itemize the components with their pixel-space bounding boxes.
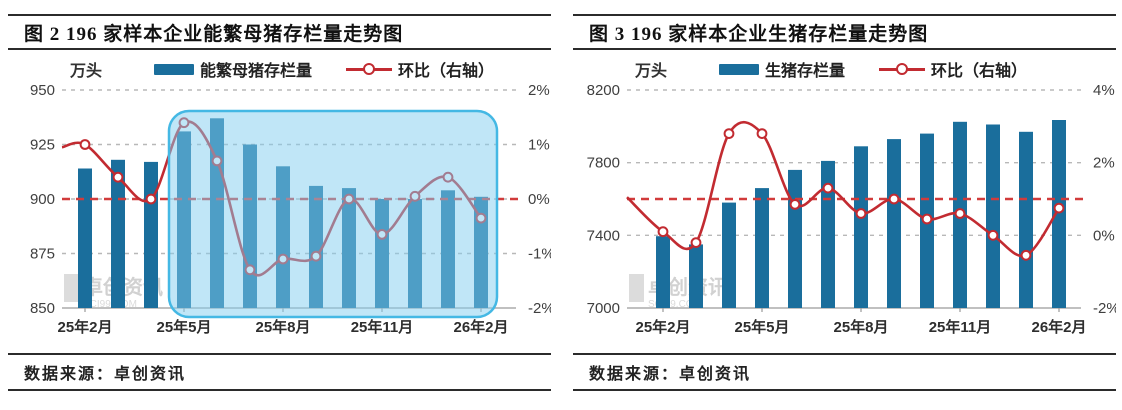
bar bbox=[656, 236, 670, 308]
chart-panel-sow-inventory: 图 2 196 家样本企业能繁母猪存栏量走势图 卓创资讯SCI99.COM950… bbox=[8, 14, 551, 391]
line-marker bbox=[1020, 249, 1032, 261]
right-axis-tick: 1% bbox=[528, 137, 550, 154]
line-marker bbox=[79, 139, 91, 150]
left-axis-tick-labels: 8200 7800 7400 7000 bbox=[587, 82, 620, 317]
bars bbox=[656, 120, 1066, 308]
line-marker bbox=[690, 237, 702, 249]
x-axis-label: 25年11月 bbox=[929, 318, 992, 336]
chart-panel-pig-inventory: 图 3 196 家样本企业生猪存栏量走势图 卓创资讯 SCI99.COM 8200 7… bbox=[573, 14, 1116, 391]
line-marker bbox=[112, 171, 124, 183]
panel-title-bar: 图 2 196 家样本企业能繁母猪存栏量走势图 bbox=[8, 14, 551, 50]
left-axis-tick: 875 bbox=[30, 246, 55, 263]
left-axis-tick: 900 bbox=[30, 191, 55, 208]
bar bbox=[821, 160, 835, 308]
x-axis-label: 25年8月 bbox=[255, 318, 310, 336]
x-axis-label: 26年2月 bbox=[1031, 318, 1086, 336]
line-marker bbox=[657, 226, 669, 238]
trend-line-markers bbox=[657, 128, 1065, 261]
bar bbox=[1052, 120, 1066, 308]
right-axis-tick-labels: 4% 2% 0% -2% bbox=[1093, 82, 1116, 317]
svg-text:SCI99.COM: SCI99.COM bbox=[83, 299, 137, 310]
line-marker bbox=[723, 128, 735, 139]
line-marker bbox=[954, 208, 966, 219]
left-axis-tick: 925 bbox=[30, 137, 55, 154]
line-marker bbox=[921, 213, 933, 225]
line-marker bbox=[145, 193, 157, 205]
left-axis-tick: 950 bbox=[30, 82, 55, 99]
bar bbox=[854, 146, 868, 308]
x-axis-labels: 25年2月 25年5月 25年8月 25年11月 26年2月 bbox=[57, 318, 508, 336]
right-axis-tick: 2% bbox=[1093, 155, 1115, 172]
x-axis-label: 25年8月 bbox=[833, 318, 888, 336]
line-marker bbox=[888, 193, 900, 205]
bar bbox=[1019, 131, 1033, 308]
right-axis-tick: 0% bbox=[528, 191, 550, 208]
x-axis-label: 25年5月 bbox=[156, 318, 211, 336]
right-axis-tick: -1% bbox=[528, 246, 551, 263]
line-marker bbox=[822, 182, 834, 194]
sow-inventory-chart: 卓创资讯SCI99.COM9509259008758502%1%0%-1%-2%… bbox=[30, 82, 551, 336]
x-axis-labels: 25年2月 25年5月 25年8月 25年11月 26年2月 bbox=[635, 318, 1086, 336]
x-axis-label: 25年2月 bbox=[635, 318, 690, 336]
svg-text:SCI99.COM: SCI99.COM bbox=[648, 299, 702, 310]
left-axis-tick: 7800 bbox=[587, 155, 620, 172]
right-axis-tick: -2% bbox=[528, 300, 551, 317]
left-axis-tick: 850 bbox=[30, 300, 55, 317]
x-axis-label: 25年5月 bbox=[734, 318, 789, 336]
left-axis-tick: 7400 bbox=[587, 227, 620, 244]
bar bbox=[689, 244, 703, 308]
right-axis-tick: 2% bbox=[528, 82, 550, 99]
left-axis-tick: 7000 bbox=[587, 300, 620, 317]
x-axis-label: 25年2月 bbox=[57, 318, 112, 336]
bar bbox=[111, 159, 125, 308]
source-bar: 数据来源：卓创资讯 bbox=[8, 353, 551, 391]
right-axis-tick: 0% bbox=[1093, 227, 1115, 244]
chart-area: 卓创资讯SCI99.COM9509259008758502%1%0%-1%-2%… bbox=[8, 50, 551, 353]
bar bbox=[144, 161, 158, 308]
bar bbox=[722, 202, 736, 308]
left-axis-tick: 8200 bbox=[587, 82, 620, 99]
line-marker bbox=[987, 229, 999, 241]
source-bar: 数据来源：卓创资讯 bbox=[573, 353, 1116, 391]
right-axis-tick: -2% bbox=[1093, 300, 1116, 317]
line-marker bbox=[855, 208, 867, 219]
bar bbox=[788, 169, 802, 308]
right-axis-tick: 4% bbox=[1093, 82, 1115, 99]
data-source-label: 数据来源：卓创资讯 bbox=[24, 366, 187, 383]
chart-title: 图 3 196 家样本企业生猪存栏量走势图 bbox=[589, 23, 929, 45]
bar bbox=[78, 168, 92, 308]
x-axis-label: 26年2月 bbox=[453, 318, 508, 336]
bar bbox=[986, 124, 1000, 308]
highlight-region bbox=[167, 109, 499, 319]
panel-title-bar: 图 3 196 家样本企业生猪存栏量走势图 bbox=[573, 14, 1116, 50]
x-axis-label: 25年11月 bbox=[351, 318, 414, 336]
line-marker bbox=[1053, 202, 1065, 214]
line-marker bbox=[789, 199, 801, 210]
left-axis-tick-labels: 950 925 900 875 850 bbox=[30, 82, 55, 317]
trend-line bbox=[626, 121, 1061, 258]
line-marker bbox=[756, 128, 768, 139]
bar bbox=[887, 139, 901, 308]
right-axis-tick-labels: 2% 1% 0% -1% -2% bbox=[528, 82, 551, 317]
data-source-label: 数据来源：卓创资讯 bbox=[589, 366, 752, 383]
bar bbox=[755, 188, 769, 308]
chart-title: 图 2 196 家样本企业能繁母猪存栏量走势图 bbox=[24, 23, 404, 45]
